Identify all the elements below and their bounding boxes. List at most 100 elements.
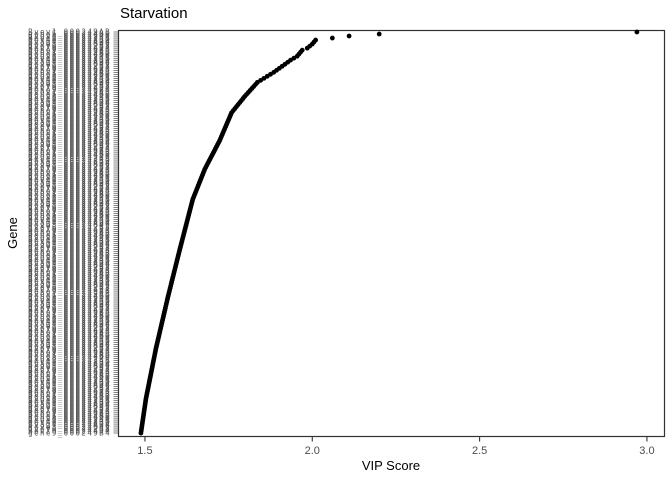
gene-label: Beve2_0002434B xyxy=(28,53,111,62)
vip-axis-tick-labels: 1.5 2.0 2.5 3.0 xyxy=(137,445,654,457)
gene-label: Bev70_00024434 xyxy=(28,144,111,153)
gene-label: Bvag4_00024AB4 xyxy=(28,98,111,107)
gene-label: Beve2_0002434B xyxy=(28,74,111,83)
gene-label: gene5_000244B0 xyxy=(28,332,111,341)
gene-label: gene9_000249B4 xyxy=(28,267,111,276)
gene-label: gvev8_00024940 xyxy=(28,31,111,40)
gene-label: Beve2_0002434B xyxy=(28,114,111,123)
gene-label: Bev70_00024434 xyxy=(28,104,111,113)
gene-vip-point xyxy=(138,430,144,436)
gene-label: Beve2_0002434B xyxy=(28,33,111,42)
gene-label: Bev70_00024434 xyxy=(28,64,111,73)
gene-label: geve3_00024B49 xyxy=(28,39,111,48)
gene-label: gvev6_000242B8 xyxy=(28,404,111,413)
gene-label: Beve2_0002434B xyxy=(28,295,111,304)
gene-label: gvev8_00024940 xyxy=(28,92,111,101)
gene-label: Beve2_0002434B xyxy=(28,376,111,385)
gene-label: gvev8_00024940 xyxy=(28,233,111,242)
gene-label: gvev8_00024940 xyxy=(28,354,111,363)
gene-label: gene5_000244B0 xyxy=(28,29,111,38)
gene-label: Beve2_0002434B xyxy=(28,154,111,163)
gene-label: Bev70_00024434 xyxy=(28,164,111,173)
gene-label: gev40_000248B0 xyxy=(28,96,111,105)
gene-label: gene5_000244B0 xyxy=(28,271,111,280)
gene-label: Bev70_00024434 xyxy=(28,43,111,52)
gene-label: gvev8_00024940 xyxy=(28,172,111,181)
gene-vip-point xyxy=(304,45,310,51)
gene-label: gene5_000244B0 xyxy=(28,231,111,240)
gene-label: geve3_00024B49 xyxy=(28,120,111,129)
gene-label: Bvag4_00024AB4 xyxy=(28,78,111,87)
gene-label: gene5_000244B0 xyxy=(28,150,111,159)
gene-label: Beve2_0002434B xyxy=(28,235,111,244)
gene-label: geve3_00024B49 xyxy=(28,422,111,431)
gene-label: Bev70_00024434 xyxy=(28,265,111,274)
gene-label: Bev70_00024434 xyxy=(28,346,111,355)
gene-label: Bvev1_000249AB xyxy=(28,269,111,278)
gene-label: gene9_000249B4 xyxy=(28,247,111,256)
gene-label: Bev70_00024434 xyxy=(28,406,111,415)
gene-label: Beve2_0002434B xyxy=(28,94,111,103)
gene-label: gene5_000244B0 xyxy=(28,392,111,401)
gene-label: gvev8_00024940 xyxy=(28,213,111,222)
vip-tick-label: 1.5 xyxy=(137,445,152,457)
gene-label: Bvag4_00024AB4 xyxy=(28,199,111,208)
gene-label: gev40_000248B0 xyxy=(28,197,111,206)
gene-label: gvev6_000242B8 xyxy=(28,162,111,171)
gene-label: gene5_000244B0 xyxy=(28,70,111,79)
gene-label: gvev8_00024940 xyxy=(28,273,111,282)
gene-label: Bvev1_000249AB xyxy=(28,350,111,359)
gene-label: gvev8_00024940 xyxy=(28,132,111,141)
gene-label: gvev8_00024940 xyxy=(28,374,111,383)
gene-label: Beve2_0002434B xyxy=(28,195,111,204)
gene-label: gvev6_000242B8 xyxy=(28,223,111,232)
gene-label: gene5_000244B0 xyxy=(28,251,111,260)
vip-tick-label: 2.5 xyxy=(472,445,487,457)
gene-label: geve3_00024B49 xyxy=(28,322,111,331)
data-points xyxy=(138,29,640,436)
gene-label: gene5_000244B0 xyxy=(28,90,111,99)
gene-label: gev40_000248B0 xyxy=(28,358,111,367)
gene-label: Bvev1_000249AB xyxy=(28,370,111,379)
gene-label: gene9_000249B4 xyxy=(28,428,111,437)
gene-label: Bvev1_000249AB xyxy=(28,249,111,258)
gene-label: Bvag4_00024AB4 xyxy=(28,239,111,248)
gene-label: Beve2_0002434B xyxy=(28,255,111,264)
gene-label: gvev6_000242B8 xyxy=(28,303,111,312)
gene-label: gvev6_000242B8 xyxy=(28,41,111,50)
gene-label: gvev8_00024940 xyxy=(28,112,111,121)
gene-label: gev40_000248B0 xyxy=(28,257,111,266)
gene-label: gev40_000248B0 xyxy=(28,136,111,145)
gene-label: Beve2_0002434B xyxy=(28,134,111,143)
gene-label: Bvev1_000249AB xyxy=(28,88,111,97)
gene-label: gvev8_00024940 xyxy=(28,313,111,322)
gene-label: Bvag4_00024AB4 xyxy=(28,319,111,328)
gene-label: gene9_000249B4 xyxy=(28,106,111,115)
gene-label: gvev6_000242B8 xyxy=(28,364,111,373)
gene-label: gvev6_000242B8 xyxy=(28,344,111,353)
gene-label: gvev6_000242B8 xyxy=(28,142,111,151)
gene-label: Bvev1_000249AB xyxy=(28,68,111,77)
gene-label: geve3_00024B49 xyxy=(28,281,111,290)
gene-label: gvev8_00024940 xyxy=(28,193,111,202)
gene-label: Bvev1_000249AB xyxy=(28,209,111,218)
gene-label: geve3_00024B49 xyxy=(28,100,111,109)
gene-label: Bev70_00024434 xyxy=(28,245,111,254)
gene-label: geve3_00024B49 xyxy=(28,201,111,210)
gene-label: gev40_000248B0 xyxy=(28,378,111,387)
gene-label: Bvag4_00024AB4 xyxy=(28,400,111,409)
gene-vip-point xyxy=(634,29,640,35)
gene-label: gvev6_000242B8 xyxy=(28,102,111,111)
gene-label: gvev8_00024940 xyxy=(28,334,111,343)
gene-label: Beve2_0002434B xyxy=(28,416,111,425)
x-axis-title: VIP Score xyxy=(362,458,420,473)
gene-label: Bev70_00024434 xyxy=(28,305,111,314)
gene-label: gvev6_000242B8 xyxy=(28,283,111,292)
gene-label: gev40_000248B0 xyxy=(28,317,111,326)
gene-label: gene5_000244B0 xyxy=(28,130,111,139)
y-axis-title: Gene xyxy=(5,217,20,249)
gene-label: gene9_000249B4 xyxy=(28,45,111,54)
gene-label: gev40_000248B0 xyxy=(28,76,111,85)
gene-label: geve3_00024B49 xyxy=(28,140,111,149)
gene-label: Bvev1_000249AB xyxy=(28,189,111,198)
